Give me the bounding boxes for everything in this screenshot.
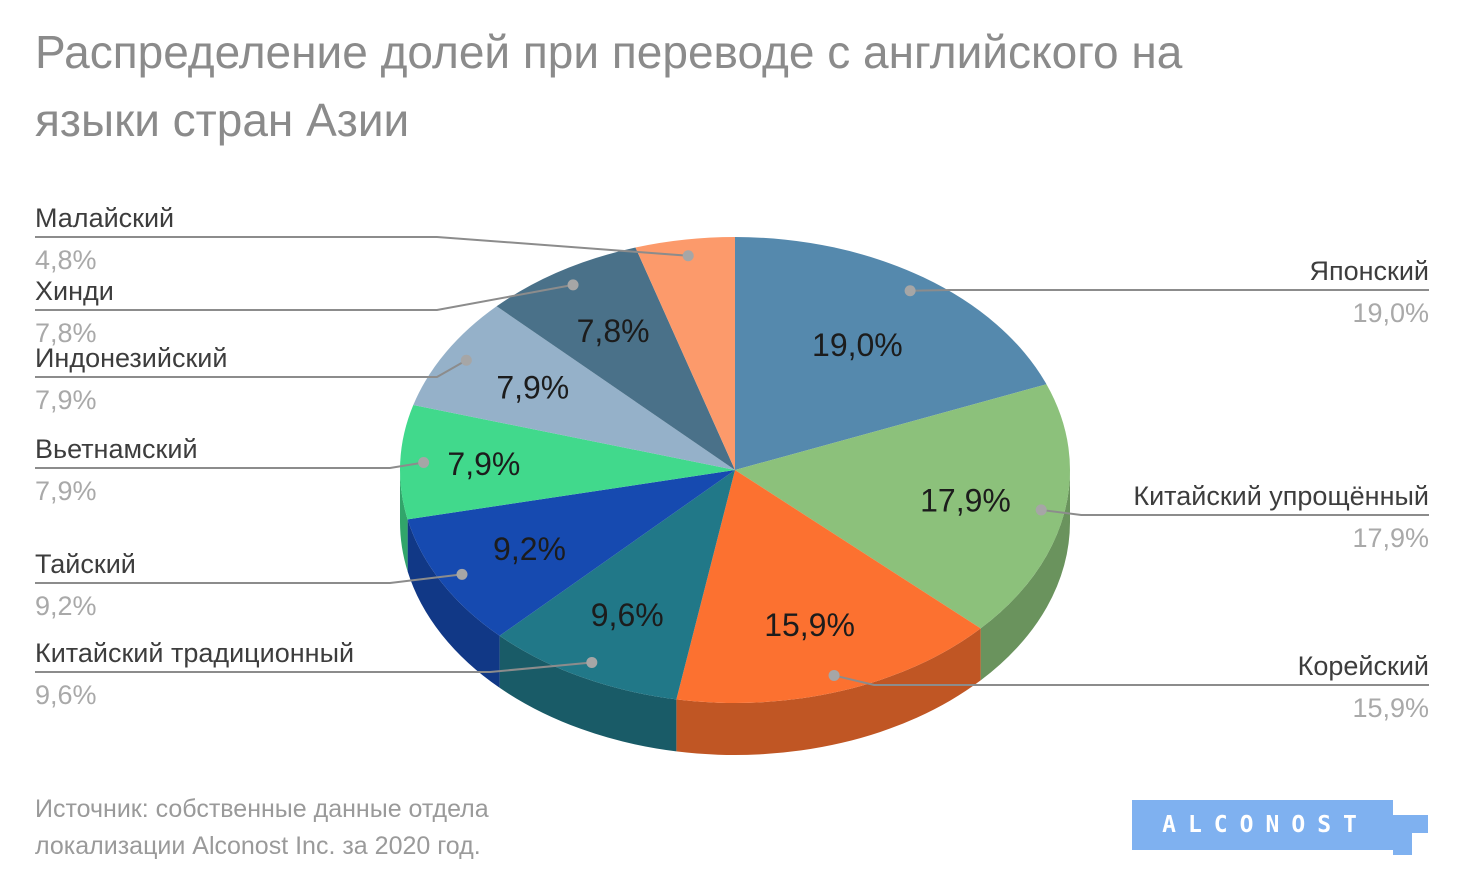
callout-label: Китайский традиционный	[35, 638, 355, 668]
pie-slice	[499, 470, 735, 700]
pie-slice	[407, 470, 735, 636]
callout-label: Вьетнамский	[35, 434, 198, 464]
alconost-logo-bar: ALCONOST	[1132, 800, 1393, 850]
slice-value-label: 7,8%	[577, 313, 650, 349]
leader-dot	[828, 669, 840, 681]
pie-slice	[413, 306, 735, 470]
callout-value: 4,8%	[35, 245, 97, 275]
callout-label: Китайский упрощённый	[1133, 481, 1429, 511]
leader-line	[833, 674, 1429, 686]
slice-value-label: 7,9%	[496, 370, 569, 406]
chart-title-line1: Распределение долей при переводе с англи…	[35, 26, 1183, 78]
pie-slice-side	[980, 470, 1070, 681]
leader-dot	[904, 285, 916, 297]
callout-label: Корейский	[1297, 651, 1429, 681]
callout-value: 19,0%	[1352, 298, 1429, 328]
leader-line	[35, 461, 424, 469]
callout-label: Тайский	[35, 549, 136, 579]
leader-dot	[682, 250, 694, 262]
slice-value-label: 9,6%	[591, 597, 664, 633]
leader-line	[1041, 508, 1429, 516]
source-note: Источник: собственные данные отдела лока…	[35, 791, 489, 865]
leader-line	[35, 359, 467, 378]
alconost-logo-pixel-step-top	[1393, 815, 1428, 833]
leader-line	[35, 283, 574, 311]
pie-slice	[676, 470, 981, 703]
pie-slice	[496, 247, 735, 470]
callout-value: 7,8%	[35, 318, 97, 348]
leader-dot	[418, 457, 430, 469]
callout-value: 15,9%	[1352, 693, 1429, 723]
slice-value-label: 17,9%	[920, 482, 1011, 518]
leader-line	[910, 289, 1429, 292]
alconost-logo-pixel-step-bottom	[1393, 833, 1412, 855]
leader-dot	[456, 568, 468, 580]
source-note-line1: Источник: собственные данные отдела	[35, 795, 489, 823]
leader-line	[35, 236, 689, 257]
callout-value: 7,9%	[35, 476, 97, 506]
leader-dot	[460, 354, 472, 366]
chart-title: Распределение долей при переводе с англи…	[35, 18, 1182, 154]
leader-dot	[586, 656, 598, 668]
pie-slice-side	[676, 628, 981, 755]
callout-value: 9,6%	[35, 680, 97, 710]
pie-slice	[735, 237, 1047, 470]
alconost-logo-text: ALCONOST	[1162, 812, 1369, 838]
pie-slice-side	[499, 635, 677, 752]
pie-slice	[635, 237, 735, 470]
callout-label: Малайский	[35, 203, 175, 233]
pie-slice-side	[400, 470, 408, 572]
leader-dot	[1035, 504, 1047, 516]
pie-slice-side	[407, 519, 500, 688]
source-note-line2: локализации Alconost Inc. за 2020 год.	[35, 832, 481, 860]
callout-label: Японский	[1309, 256, 1429, 286]
slice-value-label: 7,9%	[447, 446, 520, 482]
pie-slice	[399, 404, 735, 520]
callout-value: 7,9%	[35, 385, 97, 415]
slice-value-label: 15,9%	[764, 607, 855, 643]
chart-title-line2: языки стран Азии	[35, 94, 410, 146]
leader-line	[35, 573, 463, 584]
callout-label: Хинди	[35, 276, 114, 306]
callout-value: 17,9%	[1352, 523, 1429, 553]
callout-label: Индонезийский	[35, 343, 228, 373]
callout-value: 9,2%	[35, 591, 97, 621]
leader-line	[35, 661, 592, 673]
slice-value-label: 19,0%	[812, 327, 903, 363]
leader-dot	[567, 279, 579, 291]
pie-slice	[735, 384, 1070, 629]
slice-value-label: 9,2%	[493, 531, 566, 567]
